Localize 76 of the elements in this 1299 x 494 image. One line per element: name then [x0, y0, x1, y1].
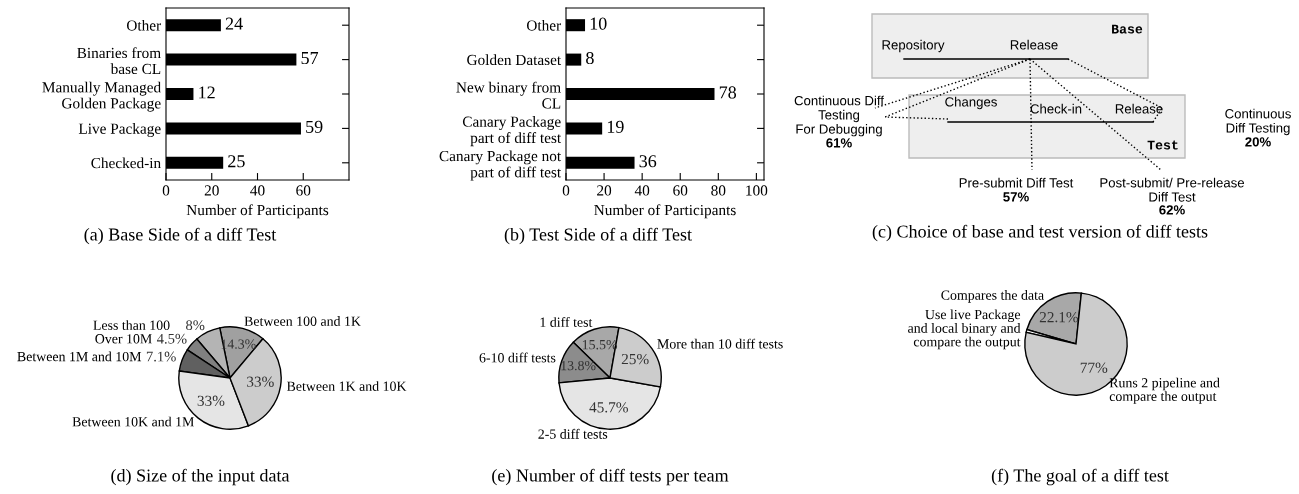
text: Continuous Diff Testing — [1225, 108, 1291, 136]
slice-label: More than 10 diff tests — [657, 338, 783, 349]
slice-label: Use live Package and local binary and compare the output — [908, 309, 1021, 350]
x-axis-title: Number of Participants — [594, 204, 736, 219]
text: 62% — [1159, 205, 1185, 215]
y-tick-label: Canary Package not part of diff test — [439, 150, 562, 181]
slice-label: 2-5 diff tests — [538, 428, 608, 439]
x-tick-label: 40 — [634, 185, 650, 196]
x-tick-label: 20 — [597, 185, 612, 196]
data-label: 36 — [639, 155, 657, 168]
data-label: 10 — [590, 17, 607, 30]
data-label: 33% — [247, 376, 274, 387]
x-tick-label: 60 — [296, 185, 311, 196]
slice-label: Less than 100 — [93, 320, 170, 330]
data-label: 24 — [225, 17, 243, 30]
x-tick-label: 60 — [673, 185, 688, 196]
text: Test — [1147, 140, 1178, 150]
text: (b) Test Side of a diff Test — [504, 227, 692, 245]
y-tick-label: Manually Managed Golden Package — [42, 81, 161, 112]
y-tick-label: Other — [526, 19, 561, 31]
text: (e) Number of diff tests per team — [492, 468, 729, 486]
data-label: 33% — [197, 395, 225, 406]
text: Continuous Diff Testing For Debugging — [794, 95, 885, 137]
data-label: 19 — [607, 120, 624, 133]
text: Repository — [882, 39, 945, 53]
text: (d) Size of the input data — [111, 468, 290, 486]
x-tick-label: 0 — [562, 185, 570, 196]
text: 57% — [1003, 192, 1029, 202]
text: (a) Base Side of a diff Test — [84, 227, 277, 245]
slice-label: Between 10K and 1M — [72, 416, 194, 427]
data-label: 25% — [621, 353, 649, 365]
x-tick-label: 100 — [746, 185, 768, 196]
y-tick-label: Checked-in — [91, 157, 161, 169]
text: Pre-submit Diff Test — [959, 177, 1074, 188]
slice-label: Between 100 and 1K — [244, 316, 361, 326]
y-tick-label: Canary Package part of diff test — [462, 116, 562, 147]
data-label: 25 — [228, 155, 245, 168]
data-label: 45.7% — [589, 402, 628, 413]
slice-label: Over 10M — [95, 334, 152, 344]
data-label: 8 — [586, 51, 594, 65]
data-label: 4.5% — [156, 333, 187, 344]
y-tick-label: Golden Dataset — [467, 54, 562, 66]
data-label: 59 — [306, 120, 323, 133]
data-label: 22.1% — [1039, 311, 1079, 323]
text: Release — [1115, 103, 1163, 114]
y-tick-label: Binaries from base CL — [77, 47, 161, 75]
slice-label: Between 1K and 10K — [286, 381, 407, 391]
text: 61% — [826, 138, 852, 148]
data-label: 8% — [186, 320, 205, 331]
data-label: 77% — [1080, 362, 1108, 373]
slice-label: Between 1M and 10M — [17, 351, 142, 362]
data-label: 78 — [719, 86, 737, 99]
text: (c) Choice of base and test version of diff tests — [872, 224, 1208, 242]
text: Changes — [945, 96, 997, 110]
data-label: 7.1% — [146, 351, 176, 362]
x-tick-label: 0 — [162, 185, 170, 196]
text: Post-submit/ Pre-release Diff Test — [1100, 177, 1245, 202]
slice-label: 6-10 diff tests — [479, 352, 556, 363]
y-tick-label: Live Package — [78, 123, 161, 137]
text: Release — [1010, 39, 1058, 50]
text: Check-in — [1030, 103, 1082, 114]
x-axis-title: Number of Participants — [186, 204, 329, 219]
data-label: 12 — [199, 86, 215, 99]
y-tick-label: Other — [126, 19, 161, 31]
x-tick-label: 80 — [711, 185, 726, 196]
data-label: 57 — [301, 52, 319, 65]
slice-label: 1 diff test — [540, 316, 593, 327]
text: 20% — [1245, 137, 1271, 147]
x-tick-label: 40 — [250, 185, 265, 196]
x-tick-label: 20 — [204, 185, 219, 196]
text: (f) The goal of a diff test — [991, 468, 1169, 486]
text: Base — [1112, 24, 1143, 34]
data-label: 13.8% — [561, 360, 596, 371]
slice-label: Compares the data — [941, 290, 1044, 303]
y-tick-label: New binary from CL — [456, 81, 561, 109]
slice-label: Runs 2 pipeline and compare the output — [1109, 377, 1220, 404]
